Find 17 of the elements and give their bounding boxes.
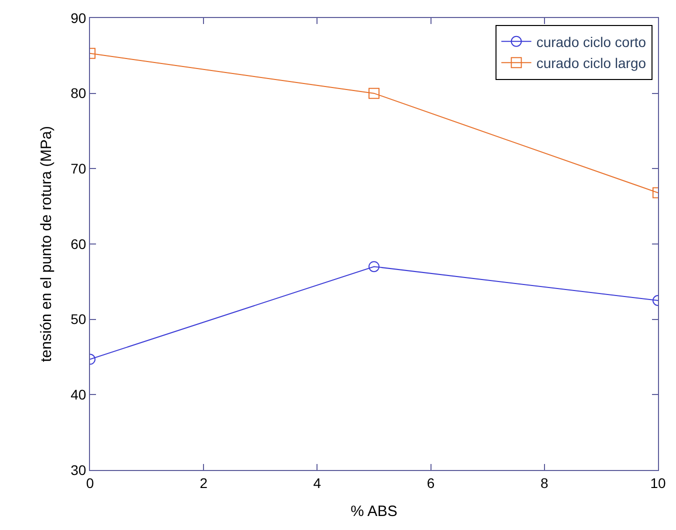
x-tick-label: 4 xyxy=(313,474,322,491)
y-tick-label: 70 xyxy=(70,160,86,177)
y-tick-label: 90 xyxy=(70,10,86,26)
y-tick-label: 40 xyxy=(70,386,86,403)
x-tick-label: 2 xyxy=(200,474,208,491)
y-tick-label: 60 xyxy=(70,236,86,252)
y-tick-label: 50 xyxy=(70,311,86,328)
x-tick-label: 10 xyxy=(650,474,666,491)
legend-label: curado ciclo largo xyxy=(536,55,646,72)
y-tick-label: 80 xyxy=(70,85,86,102)
legend-label: curado ciclo corto xyxy=(536,34,646,50)
x-tick-label: 0 xyxy=(86,474,94,491)
x-axis-title: % ABS xyxy=(350,502,398,520)
x-tick-label: 6 xyxy=(426,474,435,491)
x-tick-label: 8 xyxy=(540,474,548,491)
y-tick-label: 30 xyxy=(70,462,86,478)
y-axis-title: tensión en el punto de rotura (MPa) xyxy=(38,126,55,362)
